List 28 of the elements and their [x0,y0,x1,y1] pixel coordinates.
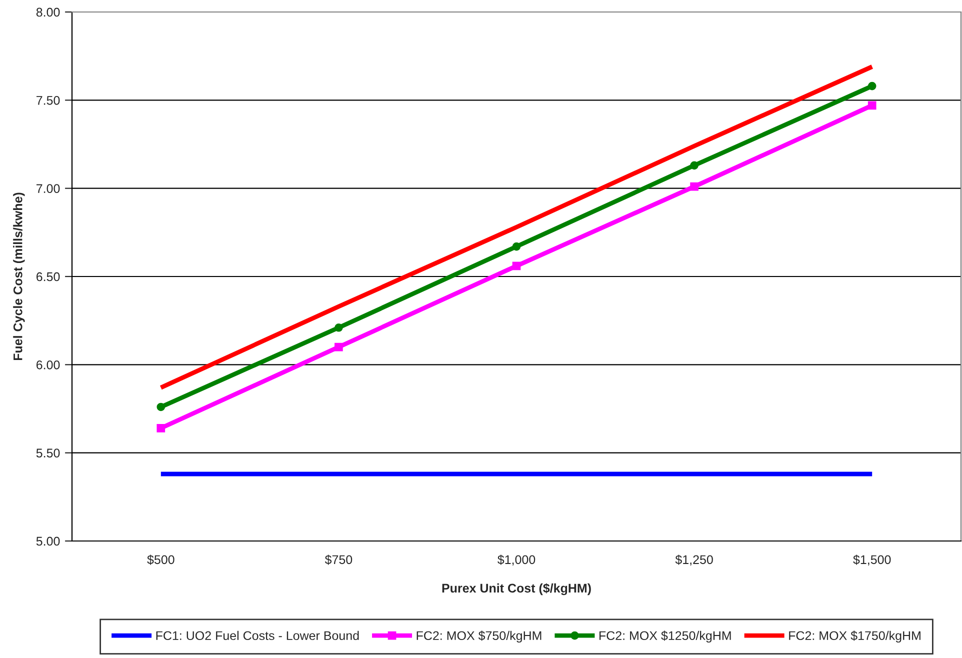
point [512,262,521,270]
point [334,342,343,352]
y-tick-label: 8.00 [36,8,60,17]
y-tick-label: 7.00 [36,184,60,193]
x-tick-label: $1,000 [498,554,536,566]
point [690,182,698,191]
x-tick-label: $750 [324,554,352,565]
x-tick-label: $500 [147,554,174,565]
x-axis-title: Purex Unit Cost ($/kgHM) [442,583,591,596]
point [868,101,876,110]
point [156,402,166,412]
legend-label: FC2: MOX $1750/kgHM [789,630,920,643]
x-tick-label: $1,250 [675,554,713,566]
legend-label: FC1: UO2 Fuel Costs - Lower Bound [156,630,359,640]
point [334,323,343,332]
y-tick-label: 5.00 [36,536,60,546]
x-tick-label: $1,500 [853,554,891,566]
y-tick-label: 7.50 [36,96,60,105]
point [156,424,166,432]
y-axis-title: Fuel Cycle Cost (mills/kwhe) [13,192,25,360]
point [690,161,698,170]
legend-label: FC2: MOX $750/kgHM [416,630,542,643]
point [512,242,521,251]
point [868,82,876,90]
legend-label: FC2: MOX $1250/kgHM [599,630,731,643]
y-tick-label: 6.00 [36,360,60,370]
y-tick-label: 5.50 [36,448,60,458]
y-tick-label: 6.50 [36,272,60,282]
